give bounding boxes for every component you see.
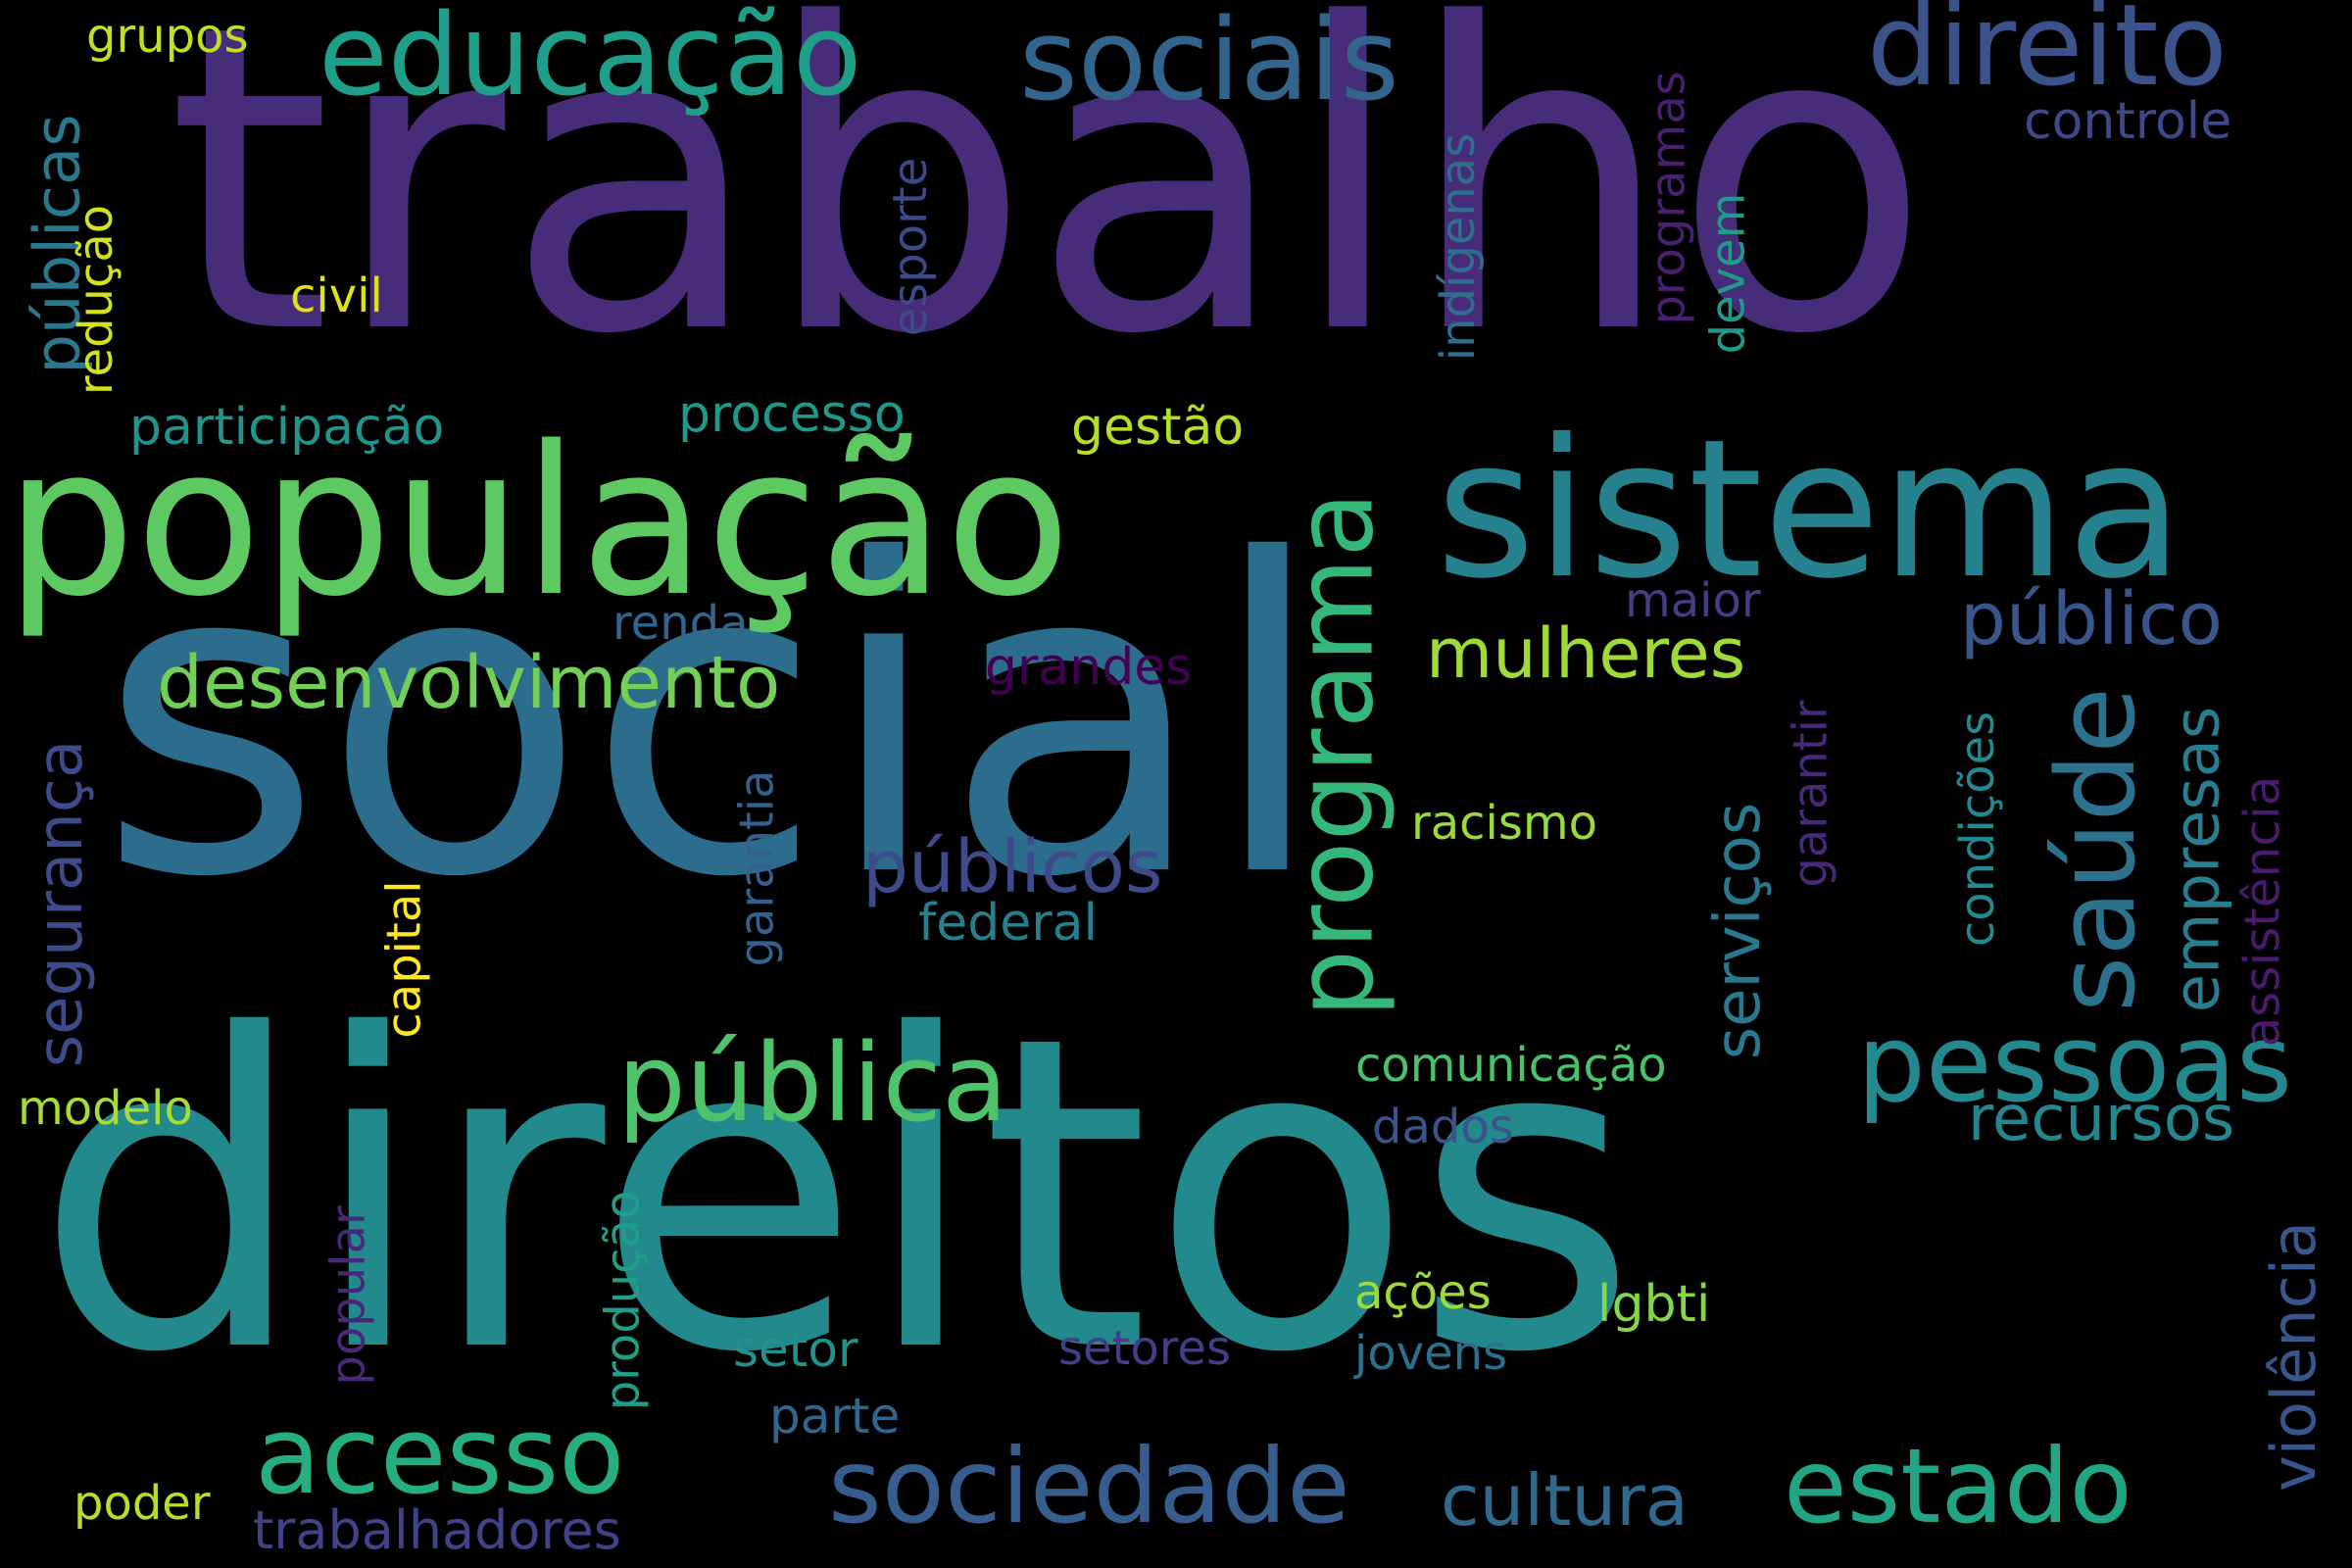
word-cultura: cultura bbox=[1441, 1459, 1689, 1542]
word-empresas: empresas bbox=[2161, 706, 2234, 1013]
word-saude: saúde bbox=[2033, 687, 2159, 1012]
word-trabalho: trabalho bbox=[167, 0, 1932, 426]
word-participacao: participação bbox=[129, 398, 445, 457]
word-acoes: ações bbox=[1354, 1265, 1492, 1320]
word-violencia: violência bbox=[2257, 1221, 2329, 1492]
word-assistencia: assistência bbox=[2233, 775, 2291, 1048]
word-direitos: direitos bbox=[34, 945, 1639, 1446]
word-jovens: jovens bbox=[1354, 1326, 1508, 1381]
word-grandes: grandes bbox=[985, 638, 1193, 697]
word-publicos: públicos bbox=[862, 825, 1163, 909]
word-trabalhadores: trabalhadores bbox=[253, 1499, 621, 1561]
word-parte: parte bbox=[769, 1388, 901, 1445]
word-publico: público bbox=[1960, 577, 2223, 662]
word-estado: estado bbox=[1784, 1427, 2132, 1546]
word-capital: capital bbox=[376, 880, 432, 1039]
word-sociedade: sociedade bbox=[828, 1427, 1350, 1546]
word-garantia: garantia bbox=[729, 769, 785, 967]
word-poder: poder bbox=[74, 1476, 211, 1531]
word-setores: setores bbox=[1058, 1321, 1231, 1376]
word-pessoas: pessoas bbox=[1857, 1001, 2293, 1126]
word-desenvolvimento: desenvolvimento bbox=[157, 641, 781, 725]
word-populacao: população bbox=[5, 402, 1071, 642]
word-devem: devem bbox=[1700, 192, 1756, 355]
word-acesso: acesso bbox=[255, 1393, 625, 1518]
word-controle: controle bbox=[2024, 92, 2232, 151]
word-modelo: modelo bbox=[18, 1081, 193, 1136]
word-sociais: sociais bbox=[1019, 0, 1399, 126]
word-dados: dados bbox=[1372, 1100, 1514, 1154]
word-reducao: redução bbox=[69, 204, 124, 396]
word-maior: maior bbox=[1625, 573, 1761, 628]
word-programas: programas bbox=[1641, 71, 1696, 325]
word-gestao: gestão bbox=[1071, 398, 1245, 457]
word-setor: setor bbox=[733, 1321, 858, 1378]
word-grupos: grupos bbox=[86, 9, 249, 64]
word-comunicacao: comunicação bbox=[1355, 1038, 1667, 1093]
word-programa: programa bbox=[1271, 491, 1397, 1018]
word-servicos: serviços bbox=[1702, 802, 1776, 1060]
word-social: social bbox=[98, 469, 1328, 971]
word-esporte: esporte bbox=[883, 157, 939, 337]
word-indigenas: indígenas bbox=[1431, 132, 1487, 362]
word-processo: processo bbox=[678, 385, 906, 444]
word-educacao: educação bbox=[318, 0, 862, 122]
word-renda: renda bbox=[612, 596, 749, 651]
word-condicoes: condições bbox=[1950, 710, 2006, 948]
word-recursos: recursos bbox=[1968, 1083, 2235, 1155]
word-popular: popular bbox=[320, 1205, 376, 1386]
word-racismo: racismo bbox=[1411, 796, 1598, 851]
word-mulheres: mulheres bbox=[1426, 613, 1746, 694]
word-federal: federal bbox=[918, 894, 1098, 953]
word-civil: civil bbox=[290, 269, 383, 323]
word-seguranca: segurança bbox=[24, 739, 98, 1068]
word-publica: pública bbox=[617, 1020, 1008, 1146]
word-sistema: sistema bbox=[1436, 398, 2184, 620]
word-garantir: garantir bbox=[1783, 700, 1838, 888]
word-lgbti: lgbti bbox=[1597, 1275, 1711, 1334]
word-producao: produção bbox=[595, 1190, 651, 1411]
word-direito: direito bbox=[1867, 0, 2228, 112]
